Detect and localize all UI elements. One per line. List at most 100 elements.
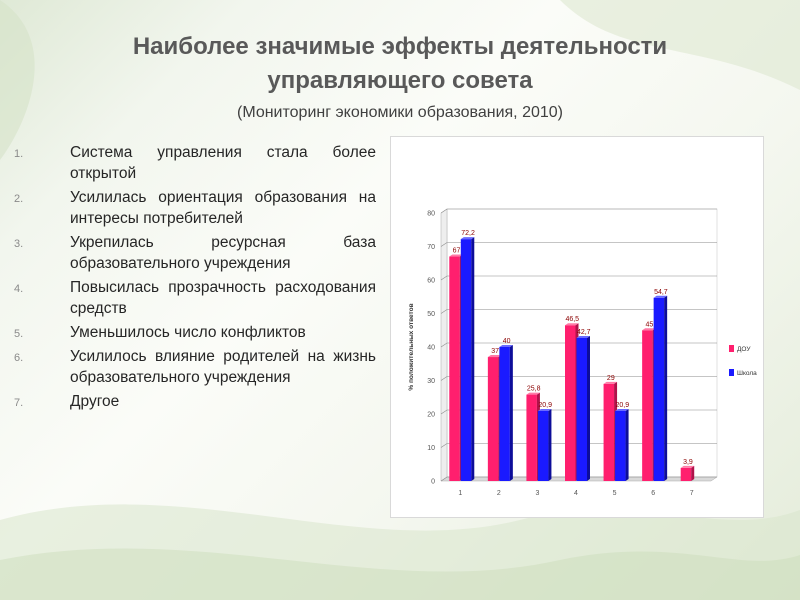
data-label: 46,5 [565, 316, 579, 323]
bar-top-ДОУ-1 [449, 254, 463, 257]
bar-top-ДОУ-2 [487, 355, 502, 358]
x-tick-label: 4 [574, 490, 578, 497]
x-tick-label: 3 [535, 490, 539, 497]
list-item: 5. Уменьшилось число конфликтов [14, 322, 376, 343]
bar-top-ДОУ-5 [603, 381, 618, 384]
data-label: 72,2 [461, 230, 475, 237]
bar-Школа-6 [653, 297, 665, 481]
list-item: 7. Другое [14, 391, 376, 412]
data-label: 20,9 [616, 402, 630, 409]
y-tick-label: 0 [431, 479, 435, 486]
data-label: 54,7 [654, 289, 668, 296]
list-item-text: Укрепилась ресурсная база образовательно… [70, 234, 376, 272]
bar-top-Школа-5 [615, 408, 629, 411]
y-axis-label: % положительных ответов [408, 303, 415, 390]
bar-ДОУ-5 [603, 383, 615, 481]
list-item-text: Усилилось влияние родителей на жизнь обр… [70, 348, 376, 386]
list-item-number: 4. [14, 283, 24, 295]
legend-label: Школа [737, 370, 757, 377]
bar-side-Школа-1 [471, 237, 475, 481]
bar-ДОУ-3 [526, 394, 537, 481]
list-item: 6. Усилилось влияние родителей на жизнь о… [14, 346, 376, 388]
data-label: 45 [645, 321, 653, 328]
list-item: 4. Повысилась прозрачность расходования с… [14, 277, 376, 319]
list-item-text: Система управления стала более открытой [70, 144, 376, 182]
list-item-number: 6. [14, 352, 24, 364]
list-item-number: 2. [14, 193, 24, 205]
bar-side-Школа-3 [548, 408, 552, 481]
bar-side-Школа-6 [664, 295, 668, 481]
effects-list: 1. Система управления стала более открыто… [14, 142, 376, 415]
list-item: 3. Укрепилась ресурсная база образователь… [14, 232, 376, 274]
gridline [440, 208, 717, 214]
bar-top-Школа-1 [460, 237, 475, 240]
y-tick-label: 20 [427, 412, 435, 419]
legend-label: ДОУ [737, 346, 751, 353]
bar-ДОУ-7 [680, 467, 692, 481]
bar-top-Школа-6 [653, 295, 668, 298]
legend-swatch [729, 369, 734, 376]
bar-chart-svg: 0 10 20 30 40 50 60 70 80 % положительных ответов… [408, 208, 757, 497]
title-line-2: управляющего совета [267, 67, 533, 94]
x-tick-label: 7 [690, 490, 694, 497]
bar-Школа-1 [460, 239, 472, 481]
list-item-text: Усилилась ориентация образования на инте… [70, 189, 376, 227]
bar-top-ДОУ-4 [565, 323, 579, 326]
gridline [440, 275, 717, 281]
x-tick-label: 1 [458, 490, 462, 497]
bar-top-Школа-3 [537, 408, 552, 411]
data-label: 3,9 [683, 459, 693, 466]
bar-ДОУ-2 [487, 357, 499, 481]
data-label: 29 [607, 375, 615, 382]
bar-Школа-2 [499, 347, 510, 481]
list-item: 2. Усилилась ориентация образования на ин… [14, 187, 376, 229]
gridline [440, 376, 717, 381]
y-tick-label: 10 [427, 445, 435, 452]
bar-side-Школа-4 [587, 335, 590, 481]
x-tick-label: 6 [651, 490, 655, 497]
bar-side-ДОУ-7 [691, 465, 695, 481]
bar-chart: 0 10 20 30 40 50 60 70 80 % положительных ответов… [390, 136, 764, 518]
y-tick-label: 60 [427, 278, 435, 285]
y-tick-label: 30 [427, 378, 435, 385]
gridline [440, 242, 717, 247]
x-tick-label: 5 [613, 490, 617, 497]
slide-title: Наиболее значимые эффекты деятельности у… [60, 30, 740, 98]
bar-side-Школа-2 [509, 345, 513, 481]
legend-swatch [729, 345, 734, 352]
list-item-number: 7. [14, 397, 24, 409]
data-label: 20,9 [538, 402, 552, 409]
list-item-text: Другое [70, 393, 120, 410]
gridline [440, 309, 717, 314]
list-item: 1. Система управления стала более открыто… [14, 142, 376, 184]
data-label: 67 [453, 248, 461, 255]
y-tick-label: 50 [427, 311, 435, 318]
list-item-text: Повысилась прозрачность расходования сре… [70, 279, 376, 317]
list-item-number: 1. [14, 148, 24, 160]
bar-top-ДОУ-6 [642, 328, 656, 331]
bar-top-ДОУ-7 [680, 465, 695, 468]
bar-ДОУ-1 [449, 256, 460, 481]
list-item-number: 5. [14, 328, 24, 340]
bar-ДОУ-6 [642, 330, 653, 481]
list-item-number: 3. [14, 238, 24, 250]
bar-Школа-5 [615, 410, 626, 481]
data-label: 40 [503, 338, 511, 345]
bar-Школа-4 [576, 337, 587, 481]
title-line-1: Наиболее значимые эффекты деятельности [132, 33, 668, 60]
y-tick-label: 80 [427, 211, 435, 218]
gridline [440, 342, 717, 348]
x-tick-label: 2 [497, 490, 501, 497]
bar-top-ДОУ-3 [526, 392, 540, 395]
bar-ДОУ-4 [565, 325, 576, 481]
data-label: 42,7 [577, 329, 591, 336]
data-label: 25,8 [527, 386, 541, 393]
y-tick-label: 40 [427, 345, 435, 352]
slide-subtitle: (Мониторинг экономики образования, 2010) [236, 104, 563, 121]
data-label: 37 [491, 348, 499, 355]
bar-side-Школа-5 [625, 408, 629, 481]
list-item-text: Уменьшилось число конфликтов [70, 324, 306, 341]
bar-top-Школа-4 [576, 335, 590, 338]
bar-Школа-3 [537, 410, 549, 481]
bar-top-Школа-2 [499, 345, 513, 347]
